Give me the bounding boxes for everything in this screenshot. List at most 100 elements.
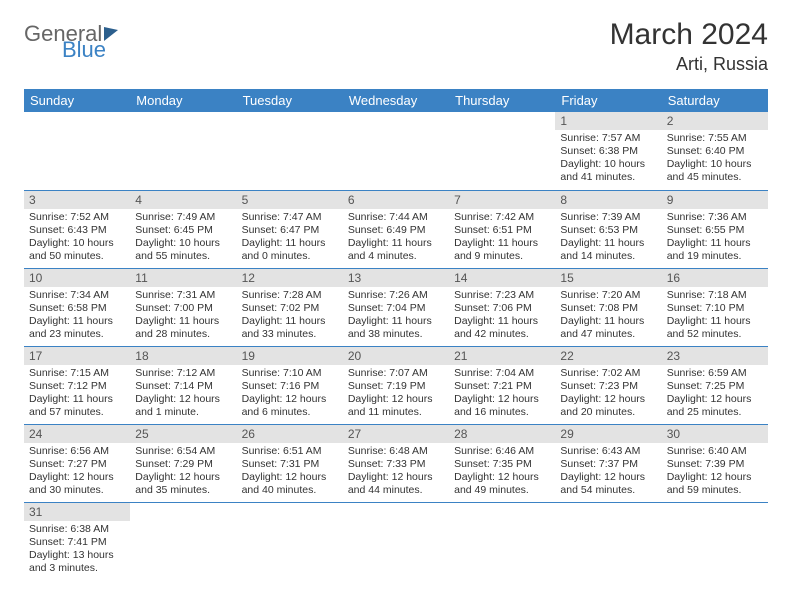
header: GeneralBlue March 2024 Arti, Russia [24, 18, 768, 75]
calendar-day: 31Sunrise: 6:38 AMSunset: 7:41 PMDayligh… [24, 502, 130, 580]
day-number: 11 [130, 269, 236, 287]
day-details: Sunrise: 7:10 AMSunset: 7:16 PMDaylight:… [237, 365, 343, 422]
day-details: Sunrise: 7:04 AMSunset: 7:21 PMDaylight:… [449, 365, 555, 422]
day-details: Sunrise: 7:34 AMSunset: 6:58 PMDaylight:… [24, 287, 130, 344]
calendar-row: 31Sunrise: 6:38 AMSunset: 7:41 PMDayligh… [24, 502, 768, 580]
day-details: Sunrise: 7:26 AMSunset: 7:04 PMDaylight:… [343, 287, 449, 344]
calendar-row: 17Sunrise: 7:15 AMSunset: 7:12 PMDayligh… [24, 346, 768, 424]
calendar-row: 1Sunrise: 7:57 AMSunset: 6:38 PMDaylight… [24, 112, 768, 190]
calendar-row: 24Sunrise: 6:56 AMSunset: 7:27 PMDayligh… [24, 424, 768, 502]
calendar-day: 17Sunrise: 7:15 AMSunset: 7:12 PMDayligh… [24, 346, 130, 424]
day-details: Sunrise: 7:39 AMSunset: 6:53 PMDaylight:… [555, 209, 661, 266]
calendar-day: 29Sunrise: 6:43 AMSunset: 7:37 PMDayligh… [555, 424, 661, 502]
day-number: 13 [343, 269, 449, 287]
day-details: Sunrise: 7:52 AMSunset: 6:43 PMDaylight:… [24, 209, 130, 266]
calendar-empty [343, 502, 449, 580]
calendar-day: 10Sunrise: 7:34 AMSunset: 6:58 PMDayligh… [24, 268, 130, 346]
calendar-empty [449, 112, 555, 190]
calendar-day: 28Sunrise: 6:46 AMSunset: 7:35 PMDayligh… [449, 424, 555, 502]
day-number: 6 [343, 191, 449, 209]
day-details: Sunrise: 7:23 AMSunset: 7:06 PMDaylight:… [449, 287, 555, 344]
day-details: Sunrise: 7:12 AMSunset: 7:14 PMDaylight:… [130, 365, 236, 422]
day-details: Sunrise: 7:20 AMSunset: 7:08 PMDaylight:… [555, 287, 661, 344]
day-details: Sunrise: 7:18 AMSunset: 7:10 PMDaylight:… [662, 287, 768, 344]
calendar-day: 5Sunrise: 7:47 AMSunset: 6:47 PMDaylight… [237, 190, 343, 268]
day-details: Sunrise: 6:38 AMSunset: 7:41 PMDaylight:… [24, 521, 130, 578]
calendar-day: 18Sunrise: 7:12 AMSunset: 7:14 PMDayligh… [130, 346, 236, 424]
day-details: Sunrise: 7:15 AMSunset: 7:12 PMDaylight:… [24, 365, 130, 422]
day-number: 21 [449, 347, 555, 365]
day-details: Sunrise: 7:02 AMSunset: 7:23 PMDaylight:… [555, 365, 661, 422]
calendar-day: 9Sunrise: 7:36 AMSunset: 6:55 PMDaylight… [662, 190, 768, 268]
title-block: March 2024 Arti, Russia [610, 18, 768, 75]
day-number: 19 [237, 347, 343, 365]
weekday-header: Friday [555, 89, 661, 112]
calendar-empty [662, 502, 768, 580]
calendar-day: 12Sunrise: 7:28 AMSunset: 7:02 PMDayligh… [237, 268, 343, 346]
day-number: 17 [24, 347, 130, 365]
calendar-table: SundayMondayTuesdayWednesdayThursdayFrid… [24, 89, 768, 580]
day-details: Sunrise: 6:43 AMSunset: 7:37 PMDaylight:… [555, 443, 661, 500]
day-number: 28 [449, 425, 555, 443]
calendar-empty [343, 112, 449, 190]
day-details: Sunrise: 7:07 AMSunset: 7:19 PMDaylight:… [343, 365, 449, 422]
day-details: Sunrise: 6:59 AMSunset: 7:25 PMDaylight:… [662, 365, 768, 422]
day-number: 23 [662, 347, 768, 365]
calendar-day: 16Sunrise: 7:18 AMSunset: 7:10 PMDayligh… [662, 268, 768, 346]
month-title: March 2024 [610, 18, 768, 52]
day-number: 20 [343, 347, 449, 365]
calendar-day: 27Sunrise: 6:48 AMSunset: 7:33 PMDayligh… [343, 424, 449, 502]
day-details: Sunrise: 6:51 AMSunset: 7:31 PMDaylight:… [237, 443, 343, 500]
day-details: Sunrise: 7:49 AMSunset: 6:45 PMDaylight:… [130, 209, 236, 266]
calendar-empty [130, 502, 236, 580]
location: Arti, Russia [610, 54, 768, 75]
day-details: Sunrise: 7:55 AMSunset: 6:40 PMDaylight:… [662, 130, 768, 187]
day-number: 27 [343, 425, 449, 443]
day-number: 15 [555, 269, 661, 287]
calendar-day: 26Sunrise: 6:51 AMSunset: 7:31 PMDayligh… [237, 424, 343, 502]
calendar-day: 20Sunrise: 7:07 AMSunset: 7:19 PMDayligh… [343, 346, 449, 424]
day-number: 7 [449, 191, 555, 209]
calendar-day: 21Sunrise: 7:04 AMSunset: 7:21 PMDayligh… [449, 346, 555, 424]
day-number: 2 [662, 112, 768, 130]
calendar-row: 3Sunrise: 7:52 AMSunset: 6:43 PMDaylight… [24, 190, 768, 268]
day-details: Sunrise: 6:54 AMSunset: 7:29 PMDaylight:… [130, 443, 236, 500]
day-details: Sunrise: 6:48 AMSunset: 7:33 PMDaylight:… [343, 443, 449, 500]
day-details: Sunrise: 7:57 AMSunset: 6:38 PMDaylight:… [555, 130, 661, 187]
day-number: 5 [237, 191, 343, 209]
weekday-header-row: SundayMondayTuesdayWednesdayThursdayFrid… [24, 89, 768, 112]
day-number: 1 [555, 112, 661, 130]
brand-logo: GeneralBlue [24, 24, 118, 60]
day-number: 8 [555, 191, 661, 209]
day-details: Sunrise: 6:40 AMSunset: 7:39 PMDaylight:… [662, 443, 768, 500]
weekday-header: Sunday [24, 89, 130, 112]
day-details: Sunrise: 7:31 AMSunset: 7:00 PMDaylight:… [130, 287, 236, 344]
day-number: 26 [237, 425, 343, 443]
day-number: 4 [130, 191, 236, 209]
day-number: 18 [130, 347, 236, 365]
day-details: Sunrise: 7:36 AMSunset: 6:55 PMDaylight:… [662, 209, 768, 266]
day-number: 25 [130, 425, 236, 443]
calendar-day: 14Sunrise: 7:23 AMSunset: 7:06 PMDayligh… [449, 268, 555, 346]
day-number: 3 [24, 191, 130, 209]
day-details: Sunrise: 7:42 AMSunset: 6:51 PMDaylight:… [449, 209, 555, 266]
day-number: 29 [555, 425, 661, 443]
calendar-day: 1Sunrise: 7:57 AMSunset: 6:38 PMDaylight… [555, 112, 661, 190]
calendar-day: 13Sunrise: 7:26 AMSunset: 7:04 PMDayligh… [343, 268, 449, 346]
calendar-day: 11Sunrise: 7:31 AMSunset: 7:00 PMDayligh… [130, 268, 236, 346]
weekday-header: Saturday [662, 89, 768, 112]
calendar-body: 1Sunrise: 7:57 AMSunset: 6:38 PMDaylight… [24, 112, 768, 580]
calendar-empty [449, 502, 555, 580]
day-details: Sunrise: 7:44 AMSunset: 6:49 PMDaylight:… [343, 209, 449, 266]
day-number: 24 [24, 425, 130, 443]
day-number: 10 [24, 269, 130, 287]
calendar-empty [24, 112, 130, 190]
calendar-day: 24Sunrise: 6:56 AMSunset: 7:27 PMDayligh… [24, 424, 130, 502]
calendar-day: 25Sunrise: 6:54 AMSunset: 7:29 PMDayligh… [130, 424, 236, 502]
day-number: 22 [555, 347, 661, 365]
day-number: 30 [662, 425, 768, 443]
weekday-header: Tuesday [237, 89, 343, 112]
day-number: 31 [24, 503, 130, 521]
day-details: Sunrise: 6:46 AMSunset: 7:35 PMDaylight:… [449, 443, 555, 500]
day-number: 9 [662, 191, 768, 209]
